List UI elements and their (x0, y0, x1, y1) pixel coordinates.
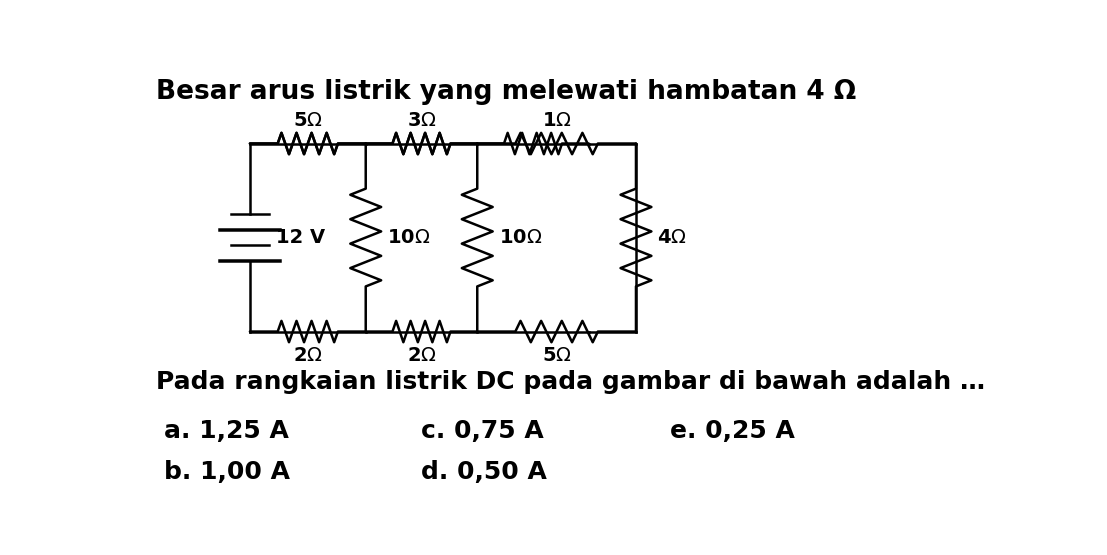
Text: 3$\Omega$: 3$\Omega$ (406, 110, 436, 129)
Text: 2$\Omega$: 2$\Omega$ (406, 346, 436, 365)
Text: 4$\Omega$: 4$\Omega$ (658, 228, 687, 247)
Text: Besar arus listrik yang melewati hambatan 4 Ω: Besar arus listrik yang melewati hambata… (155, 79, 856, 105)
Text: c. 0,75 A: c. 0,75 A (422, 419, 545, 443)
Text: 10$\Omega$: 10$\Omega$ (499, 228, 542, 247)
Text: 10$\Omega$: 10$\Omega$ (387, 228, 431, 247)
Text: 2$\Omega$: 2$\Omega$ (293, 346, 322, 365)
Text: Pada rangkaian listrik DC pada gambar di bawah adalah …: Pada rangkaian listrik DC pada gambar di… (155, 370, 984, 394)
Text: a. 1,25 A: a. 1,25 A (164, 419, 289, 443)
Text: 1$\Omega$: 1$\Omega$ (541, 110, 571, 129)
Text: 12 V: 12 V (276, 228, 324, 247)
Text: b. 1,00 A: b. 1,00 A (164, 460, 290, 484)
Text: 5$\Omega$: 5$\Omega$ (293, 110, 322, 129)
Text: 5$\Omega$: 5$\Omega$ (541, 346, 571, 365)
Text: d. 0,50 A: d. 0,50 A (422, 460, 547, 484)
Text: e. 0,25 A: e. 0,25 A (670, 419, 795, 443)
